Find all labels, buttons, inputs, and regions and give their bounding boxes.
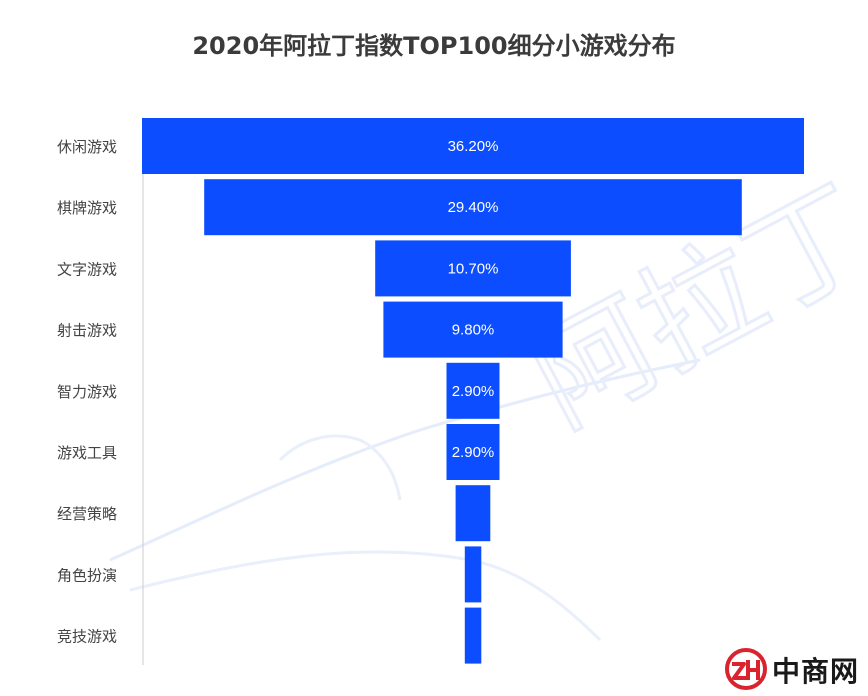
bar-value-label: 2.90% xyxy=(452,444,495,461)
category-label: 竞技游戏 xyxy=(57,628,117,646)
funnel-bar xyxy=(446,424,500,480)
bar-value-label: 29.40% xyxy=(448,199,499,216)
funnel-bar xyxy=(455,485,491,542)
brand-logo-mark xyxy=(725,648,767,690)
funnel-bar xyxy=(204,179,742,236)
funnel-bars: 36.20% 29.40% 10.70% 9.80% 2.90% 2.90% xyxy=(142,118,804,664)
category-label: 智力游戏 xyxy=(57,383,117,401)
chart-title: 2020年阿拉丁指数TOP100细分小游戏分布 xyxy=(192,32,676,60)
category-label: 棋牌游戏 xyxy=(57,199,117,217)
bar-value-label: 10.70% xyxy=(448,260,499,277)
bar-value-label: 2.90% xyxy=(452,383,495,400)
category-label: 休闲游戏 xyxy=(57,138,117,156)
funnel-bar xyxy=(142,118,804,174)
funnel-bar xyxy=(464,607,482,664)
brand-logo: 中商网 xyxy=(722,646,868,692)
category-label: 经营策略 xyxy=(57,505,117,523)
funnel-bar xyxy=(383,301,563,358)
category-label: 角色扮演 xyxy=(57,566,117,584)
category-label: 文字游戏 xyxy=(57,260,117,278)
funnel-bar xyxy=(446,362,500,419)
category-label: 游戏工具 xyxy=(57,444,117,462)
funnel-bar xyxy=(464,546,482,603)
category-label: 射击游戏 xyxy=(57,322,117,340)
brand-name: 中商网 xyxy=(772,655,860,688)
bar-value-label: 9.80% xyxy=(452,322,495,339)
bar-value-label: 36.20% xyxy=(448,138,499,155)
funnel-bar xyxy=(375,240,571,297)
